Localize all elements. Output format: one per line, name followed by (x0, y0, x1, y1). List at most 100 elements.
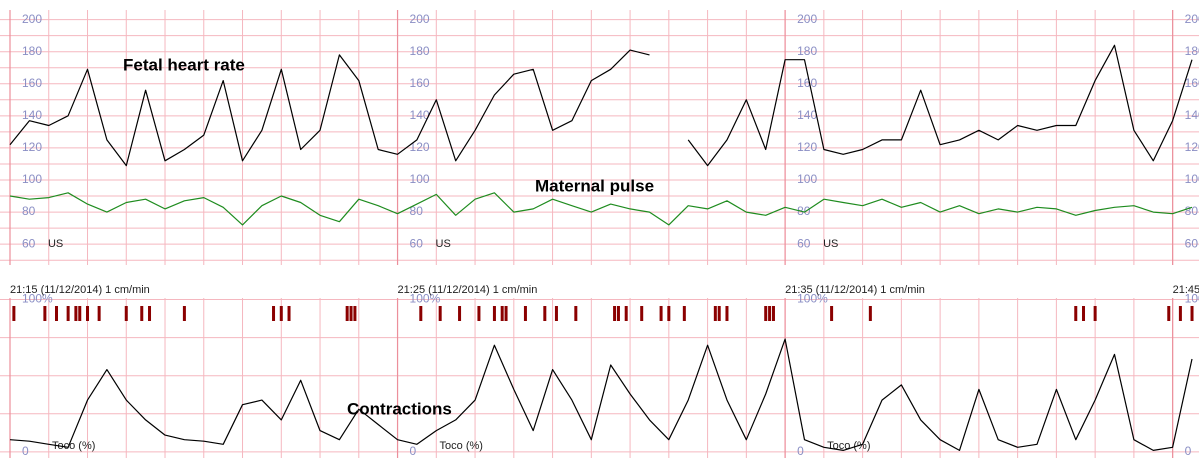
event-marker (86, 306, 90, 321)
event-marker (713, 306, 717, 321)
event-marker (78, 306, 82, 321)
y-tick-label: 120 (410, 140, 430, 154)
event-marker (523, 306, 527, 321)
event-marker (1093, 306, 1097, 321)
y-tick-label: 100 (410, 172, 430, 186)
series-label: Fetal heart rate (123, 55, 245, 74)
channel-label: US (436, 238, 451, 250)
y-tick-label: 200 (22, 12, 42, 26)
event-marker (616, 306, 620, 321)
event-marker (66, 306, 70, 321)
event-marker (613, 306, 617, 321)
event-marker (74, 306, 78, 321)
event-marker (764, 306, 768, 321)
channel-label: US (48, 238, 63, 250)
y-tick-label: 200 (1185, 12, 1199, 26)
y-tick-label: 120 (1185, 140, 1199, 154)
y-tick-label: 160 (22, 76, 42, 90)
event-marker (353, 306, 357, 321)
y-tick-label: 60 (410, 236, 424, 250)
y-tick-label: 0 (22, 444, 29, 458)
event-marker (504, 306, 508, 321)
event-marker (543, 306, 547, 321)
event-marker (554, 306, 558, 321)
channel-label: Toco (%) (827, 440, 870, 452)
event-marker (345, 306, 349, 321)
event-marker (43, 306, 47, 321)
event-marker (830, 306, 834, 321)
event-marker (1190, 306, 1194, 321)
event-marker (97, 306, 101, 321)
y-tick-label: 100 (797, 172, 817, 186)
event-marker (1074, 306, 1078, 321)
y-tick-label: 180 (22, 44, 42, 58)
y-tick-label: 100% (22, 292, 53, 306)
y-tick-label: 140 (410, 108, 430, 122)
y-tick-label: 140 (797, 108, 817, 122)
y-tick-label: 120 (797, 140, 817, 154)
event-marker (477, 306, 481, 321)
event-marker (574, 306, 578, 321)
event-marker (458, 306, 462, 321)
event-marker (349, 306, 353, 321)
y-tick-label: 80 (410, 204, 424, 218)
y-tick-label: 0 (797, 444, 804, 458)
event-marker (12, 306, 16, 321)
y-tick-label: 60 (22, 236, 36, 250)
event-marker (1178, 306, 1182, 321)
event-marker (1167, 306, 1171, 321)
y-tick-label: 0 (1185, 444, 1192, 458)
event-marker (717, 306, 721, 321)
channel-label: US (823, 238, 838, 250)
event-marker (148, 306, 152, 321)
event-marker (287, 306, 291, 321)
event-marker (1082, 306, 1086, 321)
y-tick-label: 60 (1185, 236, 1199, 250)
event-marker (492, 306, 496, 321)
series-label: Maternal pulse (535, 176, 654, 195)
y-tick-label: 200 (797, 12, 817, 26)
y-tick-label: 100% (410, 292, 441, 306)
trace-line (9, 338, 1193, 451)
y-tick-label: 160 (1185, 76, 1199, 90)
event-marker (771, 306, 775, 321)
y-tick-label: 100% (797, 292, 828, 306)
x-tick-label: 21:35 (11/12/2014) 1 cm/min (785, 284, 925, 296)
event-marker (768, 306, 772, 321)
y-tick-label: 0 (410, 444, 417, 458)
trace-line (9, 192, 1193, 226)
event-marker (438, 306, 442, 321)
event-marker (419, 306, 423, 321)
event-marker (725, 306, 729, 321)
event-marker (279, 306, 283, 321)
event-marker (55, 306, 59, 321)
y-tick-label: 80 (797, 204, 811, 218)
x-tick-label: 21:15 (11/12/2014) 1 cm/min (10, 284, 150, 296)
series-label: Contractions (347, 399, 452, 418)
y-tick-label: 140 (1185, 108, 1199, 122)
y-tick-label: 100 (22, 172, 42, 186)
event-marker (500, 306, 504, 321)
y-tick-label: 180 (1185, 44, 1199, 58)
trace-line (9, 44, 1193, 167)
event-marker (124, 306, 128, 321)
y-tick-label: 200 (410, 12, 430, 26)
y-tick-label: 140 (22, 108, 42, 122)
event-marker (640, 306, 644, 321)
channel-label: Toco (%) (52, 440, 95, 452)
y-tick-label: 100% (1185, 292, 1199, 306)
event-marker (624, 306, 628, 321)
event-marker (140, 306, 144, 321)
event-marker (182, 306, 186, 321)
y-tick-label: 80 (22, 204, 36, 218)
event-marker (868, 306, 872, 321)
x-tick-label: 21:25 (11/12/2014) 1 cm/min (398, 284, 538, 296)
event-marker (682, 306, 686, 321)
y-tick-label: 60 (797, 236, 811, 250)
y-tick-label: 120 (22, 140, 42, 154)
y-tick-label: 100 (1185, 172, 1199, 186)
y-tick-label: 160 (410, 76, 430, 90)
event-marker (272, 306, 276, 321)
y-tick-label: 180 (410, 44, 430, 58)
